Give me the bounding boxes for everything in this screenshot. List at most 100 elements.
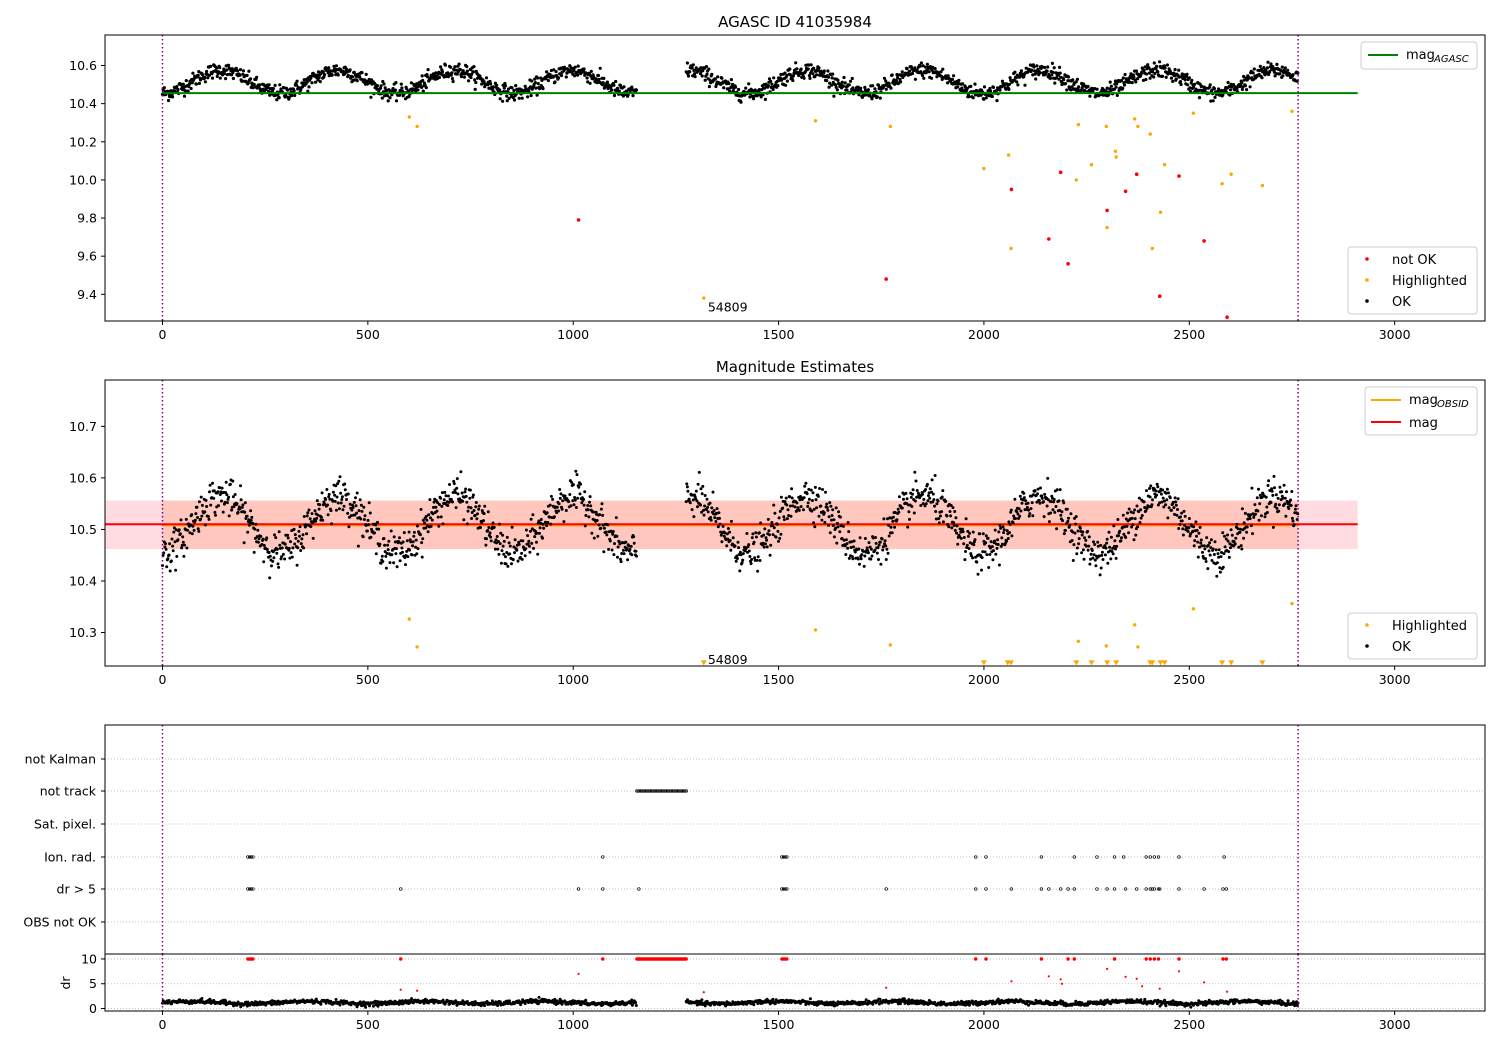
data-point-highlighted bbox=[1290, 109, 1294, 114]
data-point-ok bbox=[214, 513, 217, 517]
data-point-ok bbox=[621, 548, 625, 552]
data-point-ok bbox=[255, 1000, 258, 1004]
data-point-ok bbox=[1018, 75, 1022, 79]
data-point-ok bbox=[332, 64, 336, 68]
data-point-ok bbox=[465, 69, 469, 73]
flag-point bbox=[601, 855, 605, 859]
data-point-ok bbox=[790, 496, 794, 500]
data-point-ok bbox=[498, 1000, 502, 1004]
data-point-ok bbox=[1222, 552, 1226, 556]
data-point-ok bbox=[316, 70, 321, 74]
flag-point bbox=[1156, 855, 1161, 859]
legend-lines: mag OBSID mag bbox=[1364, 386, 1478, 436]
data-point-ok bbox=[1247, 76, 1252, 80]
data-point-ok bbox=[482, 80, 486, 84]
data-point-ok bbox=[1221, 531, 1225, 535]
data-point-ok bbox=[361, 535, 365, 539]
data-point-ok bbox=[1181, 527, 1185, 531]
data-point-ok bbox=[1136, 77, 1140, 81]
data-point-ok bbox=[586, 504, 590, 507]
data-point-ok bbox=[1080, 551, 1084, 555]
data-point-ok bbox=[588, 495, 592, 499]
data-point-ok bbox=[826, 508, 830, 512]
data-point-ok bbox=[573, 498, 577, 502]
data-point-ok bbox=[213, 510, 217, 514]
data-point-ok bbox=[1167, 491, 1170, 495]
data-point-ok bbox=[1178, 80, 1183, 84]
data-point-ok bbox=[240, 79, 244, 83]
data-point-not-ok bbox=[1157, 294, 1162, 299]
data-point-ok bbox=[1121, 76, 1125, 80]
data-point-ok bbox=[595, 81, 599, 85]
data-point-ok bbox=[887, 534, 891, 538]
data-point-ok bbox=[927, 494, 930, 498]
data-point-ok bbox=[807, 74, 812, 78]
data-point-ok bbox=[608, 539, 612, 543]
data-point-ok bbox=[820, 518, 824, 522]
data-point-ok bbox=[850, 540, 854, 544]
data-point-ok bbox=[908, 517, 911, 521]
data-point-ok bbox=[896, 507, 900, 511]
data-point-ok bbox=[1183, 514, 1187, 518]
data-point-ok bbox=[739, 553, 743, 557]
data-point-ok bbox=[1266, 60, 1270, 64]
data-point-ok bbox=[881, 548, 885, 552]
data-point-ok bbox=[503, 84, 508, 88]
data-point-ok bbox=[1291, 519, 1295, 523]
data-point-ok bbox=[946, 523, 950, 526]
data-point-ok bbox=[539, 518, 543, 521]
data-point-ok bbox=[605, 533, 609, 537]
data-point-ok bbox=[799, 505, 803, 509]
data-point-ok bbox=[963, 558, 967, 562]
data-point-ok bbox=[978, 532, 982, 536]
data-point-ok bbox=[539, 76, 543, 80]
data-point-ok bbox=[390, 553, 394, 557]
data-point-ok bbox=[1165, 498, 1169, 502]
data-point-ok bbox=[227, 495, 231, 499]
data-point-ok bbox=[394, 81, 398, 85]
data-point-ok bbox=[1243, 511, 1247, 515]
data-point-ok bbox=[902, 497, 905, 501]
data-point-ok bbox=[1281, 74, 1285, 78]
data-point-ok bbox=[328, 497, 332, 501]
data-point-ok bbox=[1007, 520, 1011, 524]
data-point-ok bbox=[1164, 75, 1168, 79]
data-point-ok bbox=[634, 1004, 638, 1007]
data-point-ok bbox=[726, 537, 730, 541]
data-point-ok bbox=[1139, 516, 1143, 520]
data-point-ok bbox=[842, 538, 846, 542]
data-point-ok bbox=[252, 82, 256, 87]
data-point-ok bbox=[351, 506, 355, 509]
data-point-ok bbox=[848, 79, 853, 83]
data-point-ok bbox=[222, 72, 226, 76]
data-point-ok bbox=[1276, 496, 1280, 500]
data-point-ok bbox=[729, 519, 733, 523]
data-point-ok bbox=[613, 542, 616, 546]
data-point-ok bbox=[1144, 72, 1149, 76]
data-point-ok bbox=[1093, 543, 1097, 546]
data-point-ok bbox=[582, 497, 585, 501]
data-point-ok bbox=[505, 94, 509, 98]
data-point-ok bbox=[807, 63, 811, 67]
data-point-ok bbox=[405, 87, 409, 91]
data-point-ok bbox=[351, 503, 354, 507]
data-point-ok bbox=[373, 531, 376, 535]
data-point-ok bbox=[1095, 87, 1099, 91]
data-point-ok bbox=[1058, 65, 1062, 69]
flag-point bbox=[1072, 855, 1076, 859]
data-point-offscale bbox=[1161, 660, 1168, 666]
data-point-ok bbox=[1055, 76, 1059, 80]
data-point-ok bbox=[634, 1001, 638, 1004]
data-point-ok bbox=[1172, 506, 1176, 510]
data-point-ok bbox=[850, 76, 854, 81]
data-point-ok bbox=[842, 75, 846, 80]
data-point-ok bbox=[327, 495, 331, 499]
data-point-ok bbox=[1036, 492, 1039, 496]
data-point-ok bbox=[706, 510, 710, 514]
data-point-ok bbox=[494, 538, 498, 542]
data-point-ok bbox=[1176, 508, 1179, 511]
data-point-ok bbox=[808, 76, 812, 80]
data-point-ok bbox=[200, 503, 204, 507]
data-point-ok bbox=[882, 76, 887, 80]
data-point-ok bbox=[474, 505, 478, 509]
